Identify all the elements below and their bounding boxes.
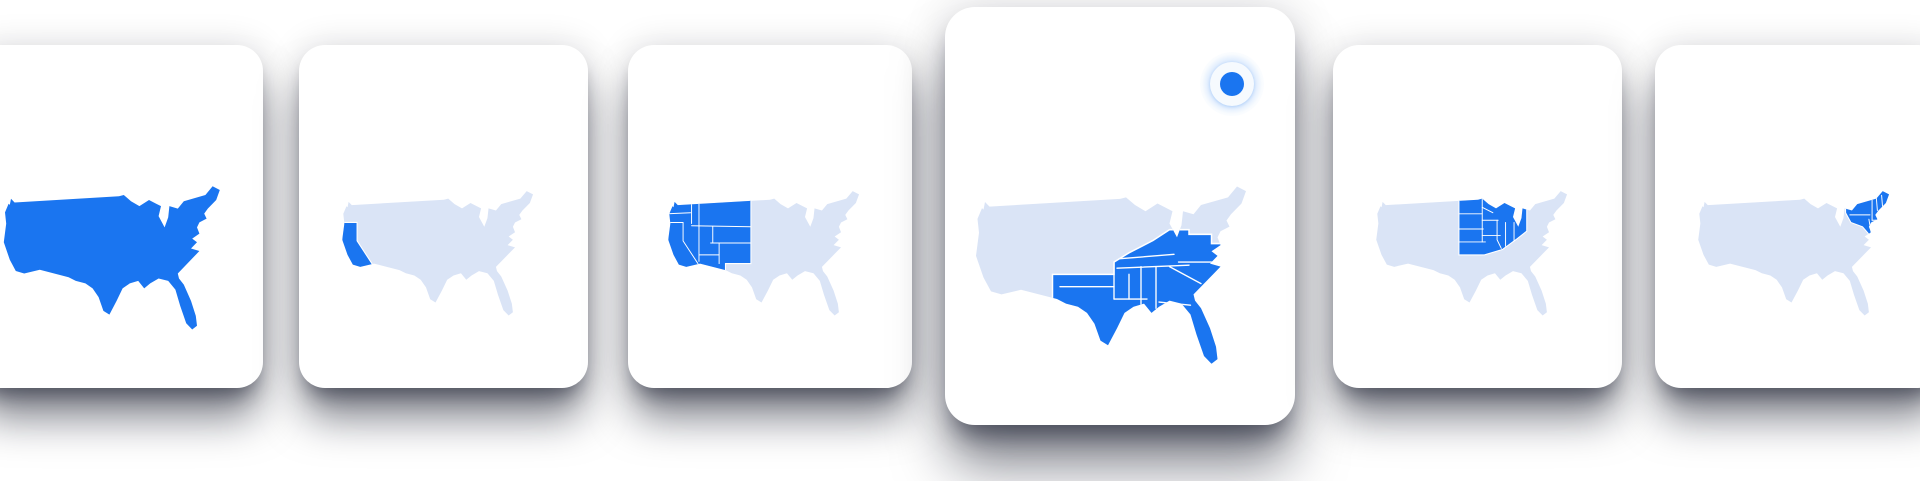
us-map-northeast-icon — [1694, 190, 1906, 322]
radio-dot — [1220, 72, 1244, 96]
radio-selected-icon[interactable] — [1200, 52, 1264, 116]
region-card-northeast[interactable] — [1655, 45, 1920, 388]
us-map-west-icon — [664, 190, 876, 322]
us-map-south-icon — [970, 185, 1270, 373]
us-map-all-icon — [0, 185, 239, 337]
region-card-california[interactable] — [299, 45, 588, 388]
region-card-south[interactable] — [945, 7, 1295, 425]
us-map-midwest-icon — [1372, 190, 1584, 322]
us-map-california-icon — [338, 190, 550, 322]
region-card-west[interactable] — [628, 45, 912, 388]
radio-ring — [1210, 62, 1254, 106]
region-card-all-us[interactable] — [0, 45, 263, 388]
region-card-midwest[interactable] — [1333, 45, 1622, 388]
